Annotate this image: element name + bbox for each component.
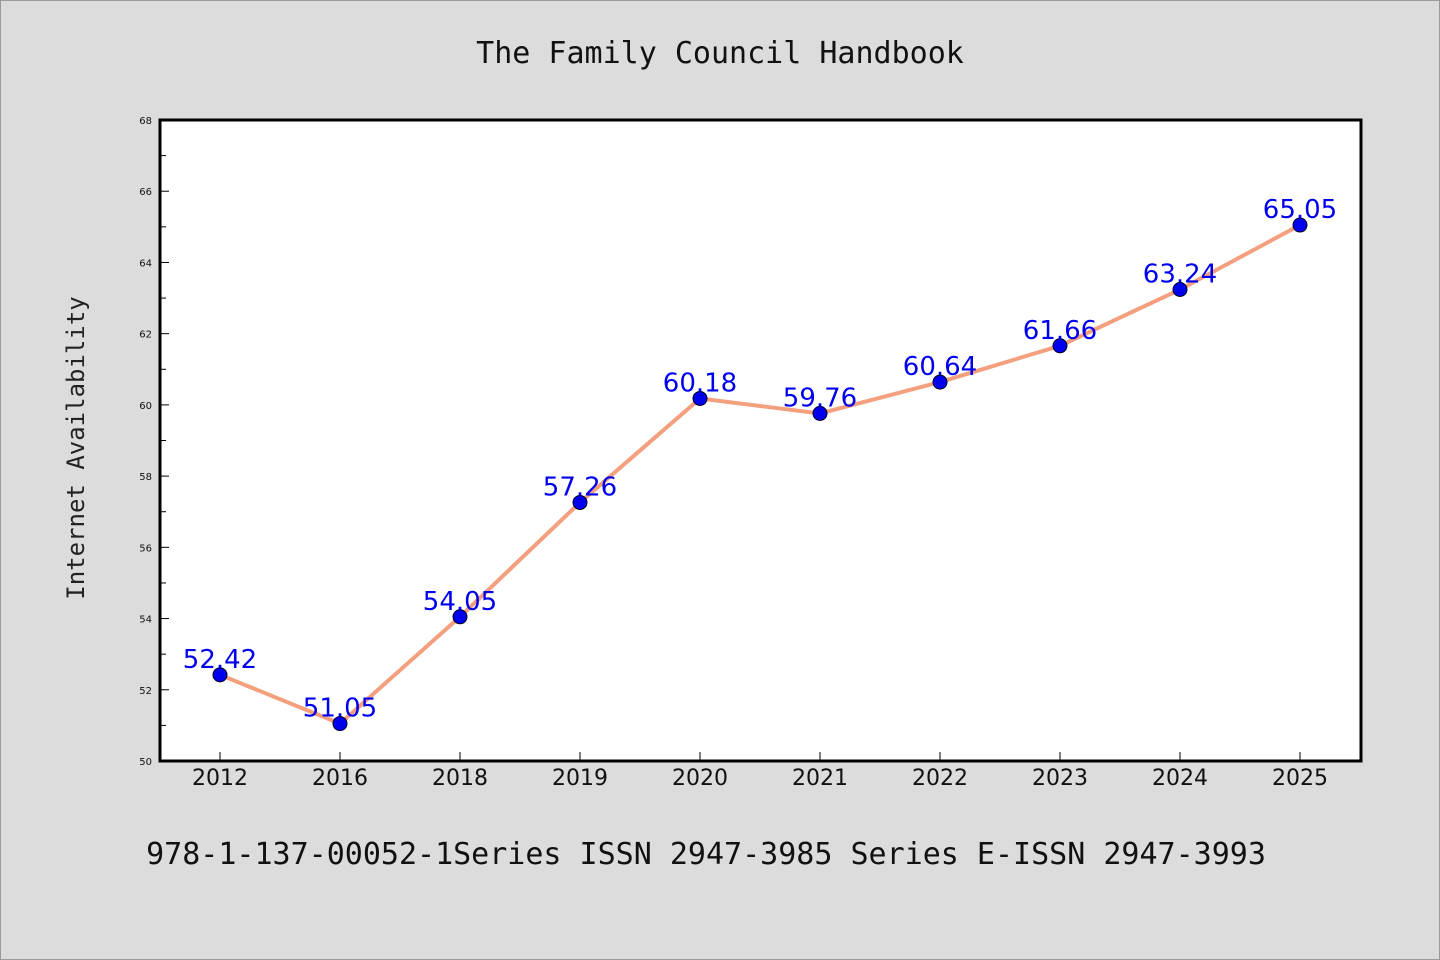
y-tick-label: 58 bbox=[139, 472, 152, 483]
y-axis-ticks: 50 52 54 56 58 60 62 64 66 68 bbox=[139, 116, 169, 768]
data-point bbox=[932, 374, 948, 390]
data-label: 52.42 bbox=[183, 645, 257, 675]
series-polyline bbox=[219, 223, 1301, 726]
data-point bbox=[812, 405, 828, 421]
y-tick-label: 56 bbox=[139, 543, 152, 554]
x-tick-label: 2020 bbox=[672, 766, 728, 791]
x-tick-label: 2023 bbox=[1032, 766, 1088, 791]
y-tick-label: 50 bbox=[139, 757, 152, 768]
data-label: 51.05 bbox=[303, 694, 377, 724]
data-point bbox=[452, 609, 468, 625]
data-label: 57.26 bbox=[543, 472, 617, 502]
chart-title: The Family Council Handbook bbox=[476, 36, 964, 71]
data-point bbox=[1292, 217, 1308, 233]
series-line: 52.42 51.05 54.05 57.26 60.18 59.76 60.64 61.66… bbox=[183, 195, 1337, 732]
x-tick-label: 2025 bbox=[1272, 766, 1328, 791]
data-point bbox=[572, 494, 588, 510]
data-label: 65.05 bbox=[1263, 195, 1337, 225]
data-point bbox=[692, 390, 708, 406]
data-point bbox=[332, 716, 348, 732]
x-tick-label: 2022 bbox=[912, 766, 968, 791]
data-label: 60.64 bbox=[903, 352, 977, 382]
y-axis-label: Internet Availability bbox=[62, 296, 90, 599]
footer-isbn-text: 978-1-137-00052-1Series ISSN 2947-3985 S… bbox=[146, 837, 1266, 872]
x-tick-label: 2016 bbox=[312, 766, 368, 791]
y-tick-label: 68 bbox=[139, 116, 152, 127]
y-tick-label: 66 bbox=[139, 187, 152, 198]
data-point bbox=[1172, 282, 1188, 298]
y-tick-label: 60 bbox=[139, 401, 152, 412]
x-tick-label: 2018 bbox=[432, 766, 488, 791]
data-label: 63.24 bbox=[1143, 260, 1217, 290]
data-point bbox=[1052, 338, 1068, 354]
x-tick-label: 2021 bbox=[792, 766, 848, 791]
x-axis-ticks: 2012 2016 2018 2019 2020 2021 2022 2023 2024 2025 bbox=[192, 752, 1328, 791]
data-label: 61.66 bbox=[1023, 316, 1097, 346]
y-tick-label: 52 bbox=[139, 686, 152, 697]
data-label: 54.05 bbox=[423, 587, 497, 617]
x-tick-label: 2019 bbox=[552, 766, 608, 791]
x-tick-label: 2024 bbox=[1152, 766, 1208, 791]
data-label: 60.18 bbox=[663, 368, 737, 398]
data-point bbox=[212, 667, 228, 683]
y-tick-label: 64 bbox=[139, 258, 152, 269]
y-tick-label: 54 bbox=[139, 615, 152, 626]
plot-area bbox=[158, 118, 1363, 763]
data-label: 59.76 bbox=[783, 383, 857, 413]
x-tick-label: 2012 bbox=[192, 766, 248, 791]
y-tick-label: 62 bbox=[139, 330, 152, 341]
